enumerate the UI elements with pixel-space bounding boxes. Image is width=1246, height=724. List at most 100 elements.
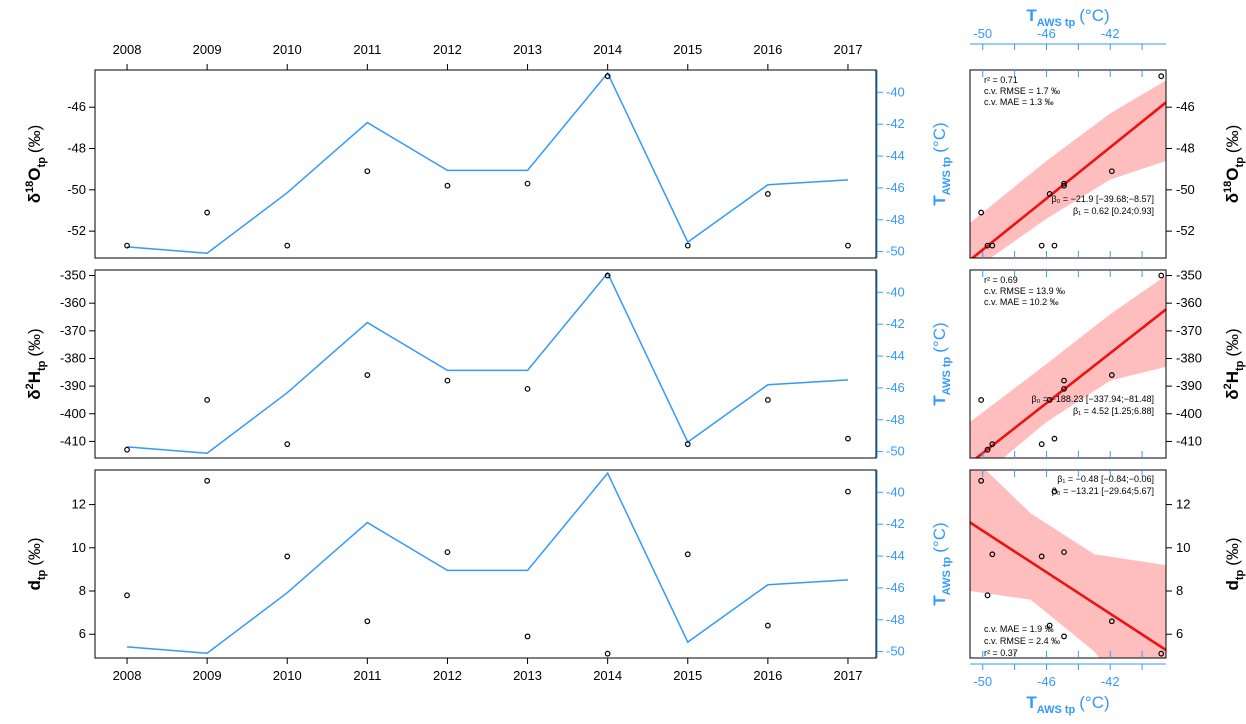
year-label-top: 2014	[593, 42, 622, 57]
year-label-top: 2008	[113, 42, 142, 57]
panel-frame	[94, 69, 877, 259]
scatter-point	[1108, 168, 1115, 175]
scatter-y-tick-label: -400	[1176, 406, 1202, 421]
data-point	[364, 168, 371, 175]
scatter-point	[989, 441, 996, 448]
year-label-bottom: 2012	[433, 668, 462, 683]
data-point	[204, 209, 211, 216]
temp-tick-label: -50	[886, 244, 905, 259]
scatter-bottom-tick-label: -50	[973, 674, 992, 689]
data-point	[524, 385, 531, 392]
stat-text: r² = 0.69	[984, 275, 1018, 285]
scatter-bottom-axis-title: TAWS tp (°C)	[1026, 693, 1109, 716]
data-point	[845, 242, 851, 249]
scatter-d-label: dtp(‰)	[1223, 537, 1246, 590]
scatter-y-tick-label: -48	[1176, 141, 1195, 156]
year-label-bottom: 2014	[593, 668, 622, 683]
panel-d2H: -350 -360 -370 -380 -390 -400 -410 -40 -42 -44 -46…	[60, 268, 905, 459]
year-label-bottom: 2017	[834, 668, 863, 683]
scatter-y-tick-label: 12	[1176, 497, 1190, 512]
y-tick-label: -380	[60, 350, 86, 365]
temp-tick-label: -48	[886, 212, 905, 227]
scatter-point	[1061, 182, 1067, 189]
year-label-bottom: 2010	[273, 668, 302, 683]
scatter-d18o-label: δ18Otp(‰)	[1222, 125, 1246, 204]
scatter-y-tick-label: 8	[1176, 583, 1183, 598]
scatter-point	[1158, 272, 1165, 279]
y-tick-label: -52	[67, 223, 86, 238]
data-point	[684, 242, 691, 249]
temperature-line	[126, 71, 849, 254]
temp-tick-label: -46	[886, 380, 905, 395]
y-tick-label: -410	[60, 433, 86, 448]
scatter-bottom-tick-label: -46	[1037, 674, 1056, 689]
y-tick-label: -50	[67, 182, 86, 197]
temperature-line	[126, 471, 849, 654]
scatter-point	[1051, 242, 1058, 249]
data-point	[284, 242, 291, 249]
temp-tick-label: -42	[886, 116, 905, 131]
scatter-frame	[969, 469, 1167, 659]
stat-text: c.v. RMSE = 13.9 ‰	[984, 286, 1065, 296]
scatter-plot-area	[970, 272, 1166, 458]
panel-d: 12 10 8 6 -40 -42 -44 -46 -48 -50	[72, 469, 905, 659]
y-tick-label: 6	[79, 626, 86, 641]
stat-text: β₁ = −0.48 [−0.84;−0.06]	[1057, 474, 1154, 484]
scatter-frame	[969, 69, 1167, 259]
temp-tick-label: -44	[886, 348, 905, 363]
y-tick-label: -370	[60, 323, 86, 338]
scatter-point	[1038, 441, 1045, 448]
scatter-d2h-label: δ2Htp(‰)	[1222, 328, 1246, 399]
scatter-y-tick-label: -370	[1176, 323, 1202, 338]
year-label-bottom: 2016	[753, 668, 782, 683]
temp-tick-label: -48	[886, 612, 905, 627]
scatter-point	[1061, 377, 1067, 384]
data-point	[444, 182, 451, 189]
data-point	[364, 618, 371, 625]
scatter-point	[978, 477, 985, 484]
scatter-point	[1108, 618, 1115, 625]
y-tick-label: 8	[79, 583, 86, 598]
scatter-point	[1061, 549, 1067, 556]
year-label-top: 2017	[834, 42, 863, 57]
data-point	[444, 549, 451, 556]
scatter-point	[984, 446, 991, 453]
scatter-point	[1051, 435, 1058, 442]
scatter-top-tick-label: -42	[1101, 26, 1120, 41]
scatter-y-tick-label: -390	[1176, 378, 1202, 393]
y-tick-label: 12	[72, 497, 86, 512]
regression-line	[970, 101, 1166, 258]
year-label-top: 2011	[353, 42, 381, 57]
data-point	[684, 551, 691, 558]
regression-line	[974, 308, 1166, 458]
stat-text: c.v. MAE = 1.3 ‰	[984, 97, 1054, 107]
temperature-line	[126, 271, 849, 454]
scatter-y-tick-label: -46	[1176, 99, 1195, 114]
scatter-y-tick-label: 6	[1176, 626, 1183, 641]
scatter-point	[978, 397, 985, 403]
temp-tick-label: -42	[886, 316, 905, 331]
scatter-point	[1061, 633, 1067, 640]
confidence-band	[970, 470, 1166, 658]
temp-tick-label: -40	[886, 84, 905, 99]
stat-text: r² = 0.71	[984, 75, 1018, 85]
stat-text: β₀ = −21.9 [−39.68;−8.57]	[1052, 194, 1155, 204]
scatter-bottom-tick-label: -42	[1101, 674, 1120, 689]
scatter-y-tick-label: -350	[1176, 268, 1202, 283]
regression-line	[970, 521, 1166, 652]
data-point	[764, 622, 771, 629]
y-tick-label: 10	[72, 540, 86, 555]
scatter-point	[1038, 242, 1045, 249]
scatter-y-tick-label: -50	[1176, 182, 1195, 197]
stat-text: β₀ = −188.23 [−337.94;−81.48]	[1031, 394, 1154, 404]
d-axis-label: dtp(‰)	[25, 537, 48, 590]
scatter-point	[978, 209, 985, 216]
panel-d18O: -46 -48 -50 -52 -40 -42 -44 -46 -48 -50	[67, 69, 905, 259]
stat-text: r² = 0.37	[984, 648, 1018, 658]
scatter-frame	[969, 269, 1167, 459]
temp-tick-label: -50	[886, 444, 905, 459]
d18o-axis-label: δ18Otp(‰)	[24, 125, 48, 204]
stat-text: c.v. RMSE = 2.4 ‰	[984, 636, 1060, 646]
year-label-bottom: 2008	[113, 668, 142, 683]
